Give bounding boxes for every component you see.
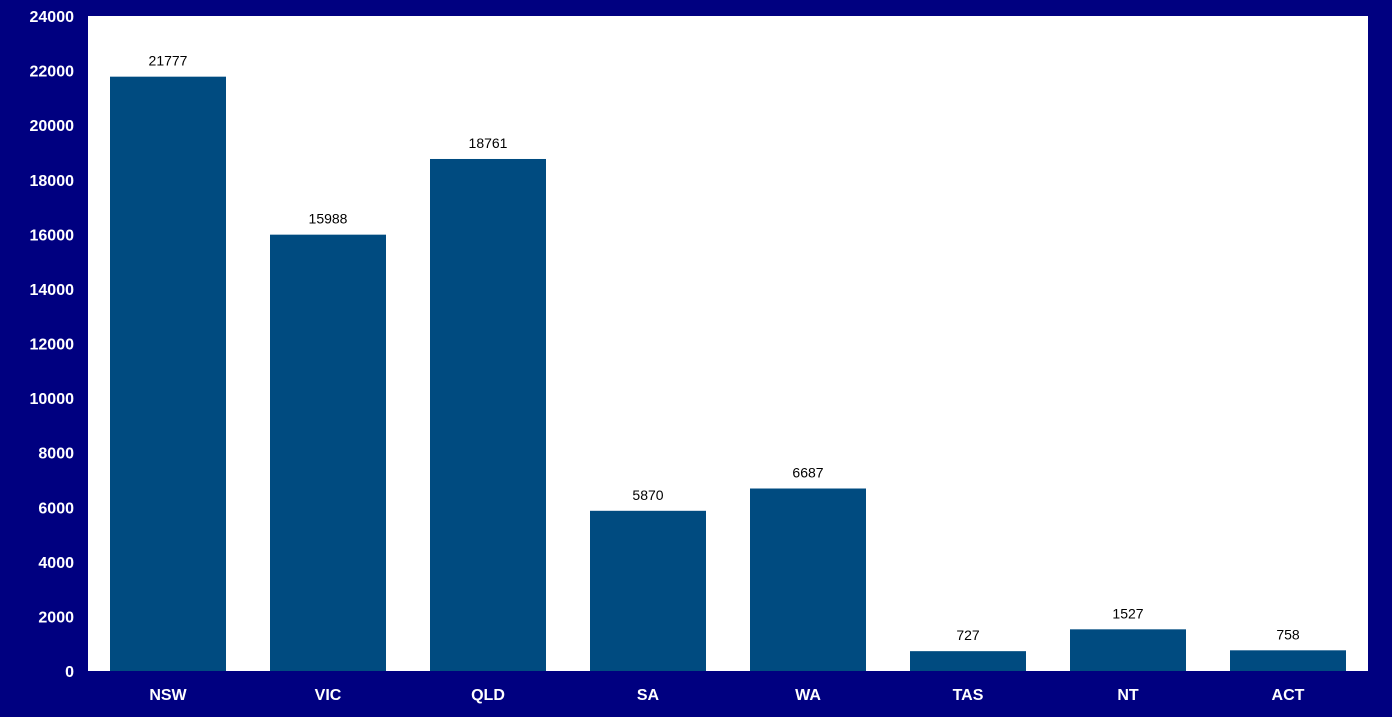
x-tick-label: SA <box>637 687 660 704</box>
bar-vic <box>270 234 386 671</box>
data-label: 758 <box>1276 626 1300 642</box>
y-tick-label: 14000 <box>30 282 75 299</box>
data-label: 5870 <box>632 487 663 503</box>
bars <box>110 76 1346 671</box>
x-axis-ticks: NSW VIC QLD SA WA TAS NT ACT <box>149 687 1304 704</box>
data-label: 18761 <box>469 135 508 151</box>
y-axis-ticks: 0 2000 4000 6000 8000 10000 12000 14000 16000 180… <box>30 9 75 681</box>
x-tick-label: QLD <box>471 687 505 704</box>
x-tick-label: NT <box>1117 687 1139 704</box>
y-tick-label: 22000 <box>30 64 75 81</box>
x-tick-label: NSW <box>149 687 187 704</box>
y-tick-label: 10000 <box>30 391 75 408</box>
y-tick-label: 12000 <box>30 337 75 354</box>
x-tick-label: ACT <box>1272 687 1305 704</box>
y-tick-label: 8000 <box>38 446 74 463</box>
bar-nt <box>1070 629 1186 671</box>
bar-nsw <box>110 76 226 671</box>
bar-tas <box>910 651 1026 671</box>
x-tick-label: TAS <box>953 687 984 704</box>
data-label: 727 <box>956 627 980 643</box>
x-tick-label: VIC <box>315 687 342 704</box>
data-label: 1527 <box>1112 605 1143 621</box>
data-label: 6687 <box>792 465 823 481</box>
bar-qld <box>430 158 546 671</box>
data-labels: 21777 15988 18761 5870 6687 727 1527 758 <box>149 53 1300 643</box>
y-tick-label: 20000 <box>30 118 75 135</box>
y-tick-label: 6000 <box>38 500 74 517</box>
y-tick-label: 24000 <box>30 9 75 26</box>
bar-act <box>1230 650 1346 671</box>
y-tick-label: 18000 <box>30 173 75 190</box>
x-tick-label: WA <box>795 687 821 704</box>
y-tick-label: 16000 <box>30 227 75 244</box>
bar-sa <box>590 510 706 671</box>
bar-wa <box>750 488 866 671</box>
y-tick-label: 4000 <box>38 555 74 572</box>
y-tick-label: 2000 <box>38 609 74 626</box>
y-tick-label: 0 <box>65 664 74 681</box>
data-label: 21777 <box>149 53 188 69</box>
data-label: 15988 <box>309 211 348 227</box>
